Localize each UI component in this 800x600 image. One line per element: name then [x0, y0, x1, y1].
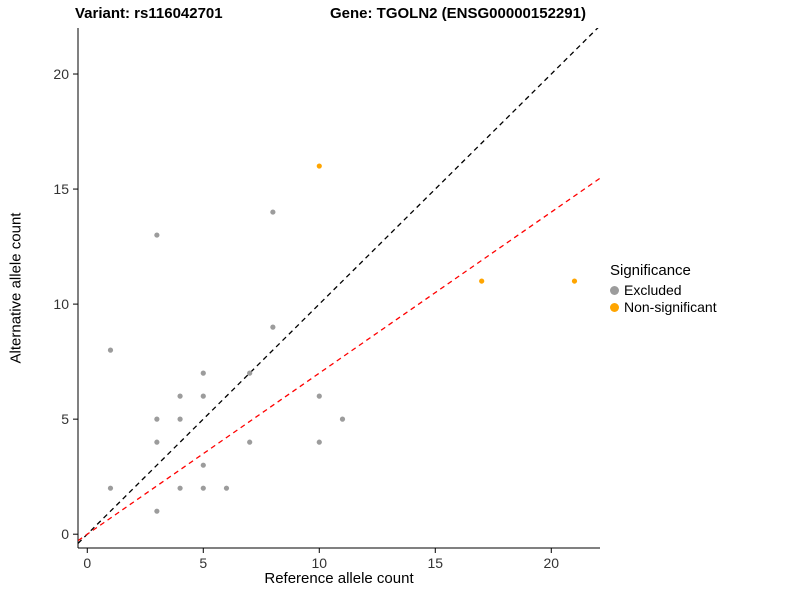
legend-items: Excluded Non-significant [610, 282, 717, 315]
legend-key-dot [610, 285, 619, 295]
reference-lines [78, 28, 600, 544]
data-point [316, 393, 322, 399]
x-tick-label: 15 [427, 555, 443, 571]
plot-title-gene: Gene: TGOLN2 (ENSG00000152291) [330, 5, 586, 22]
legend-item-label: Non-significant [624, 299, 717, 315]
legend-title: Significance [610, 262, 691, 279]
x-tick-label: 5 [199, 555, 207, 571]
y-tick-label: 10 [53, 296, 69, 312]
series-non-significant [316, 163, 578, 284]
legend-item: Non-significant [610, 299, 717, 315]
y-tick-label: 20 [53, 66, 69, 82]
data-point [107, 485, 114, 491]
data-point [223, 485, 230, 491]
data-point [247, 439, 253, 445]
data-point [270, 324, 276, 330]
x-axis-label: Reference allele count [264, 570, 414, 587]
data-point [339, 416, 346, 422]
x-tick-label: 20 [543, 555, 559, 571]
data-point [200, 370, 206, 376]
data-point [316, 439, 322, 445]
x-tick-label: 0 [83, 555, 91, 571]
x-tick-label: 10 [311, 555, 327, 571]
series-excluded [107, 209, 346, 514]
data-point [200, 393, 206, 399]
y-tick-label: 15 [53, 181, 69, 197]
data-point [247, 370, 253, 376]
data-point [479, 278, 485, 284]
legend: Significance Excluded Non-significant [610, 262, 717, 316]
legend-key-dot [610, 302, 619, 312]
data-point [154, 439, 160, 445]
fit-line [78, 177, 600, 542]
data-point [200, 462, 206, 468]
data-point [177, 485, 183, 491]
identity-line [78, 28, 599, 544]
data-point [200, 485, 206, 491]
data-point [571, 278, 578, 284]
plot-title-variant: Variant: rs116042701 [75, 5, 223, 22]
data-point [177, 416, 183, 422]
data-point [154, 416, 160, 422]
y-tick-label: 5 [61, 411, 69, 427]
data-point [316, 163, 322, 169]
y-axis-label: Alternative allele count [7, 212, 25, 364]
legend-item: Excluded [610, 282, 717, 298]
data-point [270, 209, 276, 215]
data-point [154, 232, 160, 238]
data-point [177, 393, 183, 399]
data-point [154, 508, 160, 514]
y-tick-label: 0 [61, 526, 69, 542]
data-point [107, 347, 114, 353]
legend-item-label: Excluded [624, 282, 682, 298]
